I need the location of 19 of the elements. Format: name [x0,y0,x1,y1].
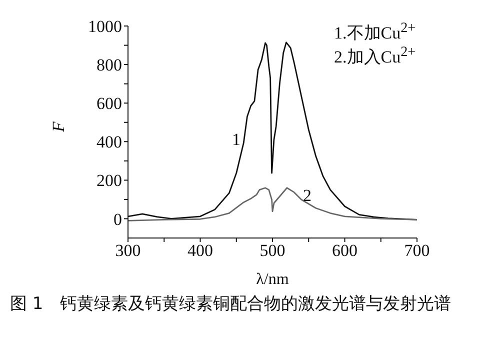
y-tick-label: 400 [96,132,122,152]
series-label: 2 [303,186,312,206]
line-series [128,187,417,222]
y-axis-title: F [49,121,68,133]
y-tick-label: 0 [114,210,122,229]
x-tick-label: 600 [332,241,358,260]
y-tick-label: 200 [96,171,122,190]
x-tick-label: 400 [188,241,213,260]
annotation: 1.不加Cu$^{2+}$ [334,20,416,45]
x-axis-title: λ/nm [256,271,290,288]
caption: 图 1 钙黄绿素及钙黄绿素铜配合物的激发光谱与发射光谱 [9,293,452,315]
y-tick-label: 600 [96,94,122,114]
x-tick-label: 500 [260,241,286,260]
y-tick-label: 800 [96,56,122,75]
x-tick-label: 700 [404,241,430,260]
series-label: 1 [232,130,240,150]
y-tick-label: 1000 [88,17,122,36]
annotation: 2.加入Cu$^{2+}$ [334,44,416,69]
x-tick-label: 300 [115,241,141,260]
